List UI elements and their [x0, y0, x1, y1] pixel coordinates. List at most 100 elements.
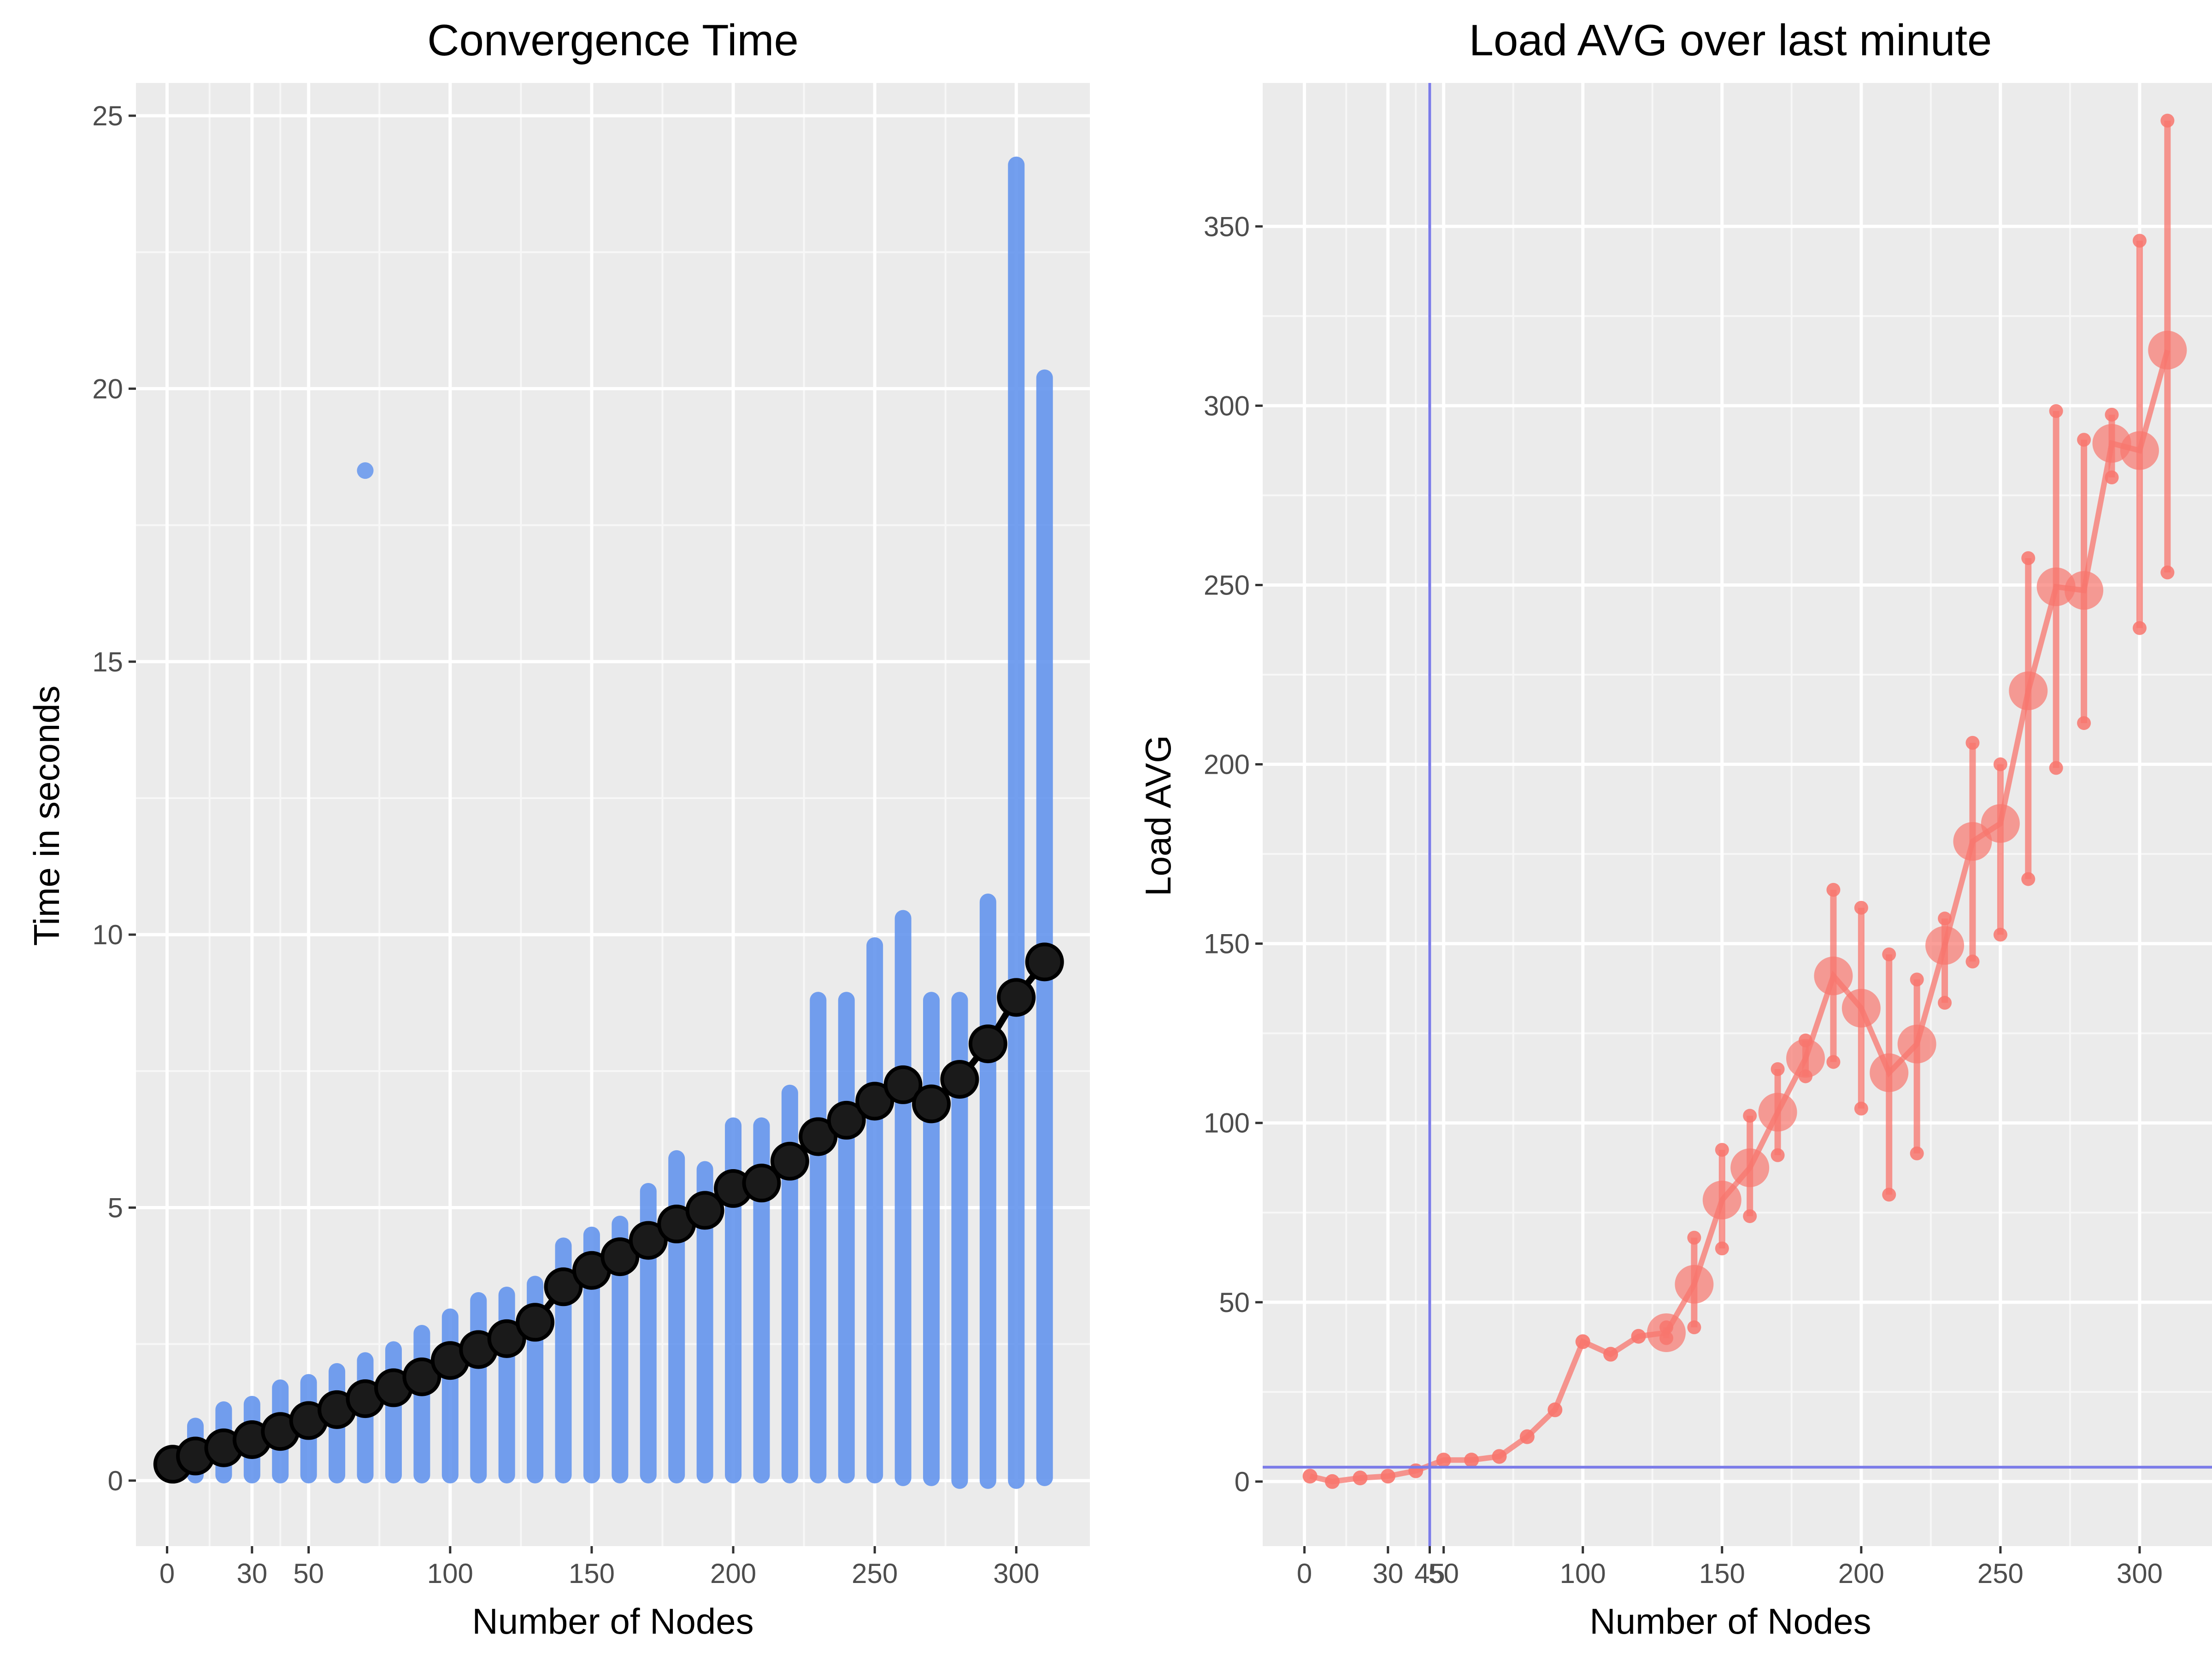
mean-point: [487, 1319, 526, 1358]
x-tick-label: 30: [236, 1558, 267, 1589]
load-point: [1786, 1039, 1825, 1078]
mean-point: [544, 1267, 583, 1306]
mean-point: [685, 1191, 724, 1230]
min-point: [2077, 716, 2091, 730]
mean-point: [855, 1082, 894, 1121]
x-tick-label: 200: [710, 1558, 756, 1589]
max-point: [2132, 234, 2147, 248]
load-point: [1925, 926, 1965, 965]
x-tick-label: 0: [1297, 1558, 1312, 1589]
x-tick-label: 200: [1838, 1558, 1884, 1589]
load-point: [1519, 1429, 1535, 1444]
y-tick-label: 350: [1204, 211, 1250, 242]
max-point: [2021, 551, 2036, 565]
y-tick-label: 25: [92, 100, 123, 131]
y-tick-label: 5: [108, 1192, 123, 1223]
x-tick-label: 0: [159, 1558, 175, 1589]
max-point: [1854, 900, 1868, 915]
mean-point: [516, 1303, 555, 1342]
chart-title-left: Convergence Time: [427, 16, 799, 65]
x-tick-label: 250: [1977, 1558, 2024, 1589]
load-point: [1897, 1024, 1936, 1064]
max-point: [1771, 1062, 1785, 1077]
x-tick-label: 300: [2117, 1558, 2163, 1589]
load-point: [1814, 956, 1853, 995]
min-point: [1993, 928, 2007, 942]
min-point: [1715, 1241, 1729, 1256]
max-point: [1826, 882, 1841, 897]
max-point: [1882, 947, 1896, 961]
ticks-left: 0 30 50 100 150 200 250 300 0 5 10 15 20 25: [92, 100, 1039, 1589]
x-tick-label: 150: [1699, 1558, 1745, 1589]
y-tick-label: 50: [1219, 1287, 1250, 1318]
load-point: [1631, 1329, 1646, 1344]
min-point: [1687, 1320, 1701, 1335]
min-point: [1826, 1055, 1841, 1069]
x-tick-label: 50: [293, 1558, 324, 1589]
min-point: [2132, 621, 2147, 635]
y-tick-label: 0: [108, 1465, 123, 1496]
min-point: [1854, 1101, 1868, 1116]
y-tick-label: 0: [1235, 1466, 1250, 1497]
load-point: [1953, 822, 1992, 861]
max-point: [1715, 1143, 1729, 1157]
max-point: [2049, 404, 2063, 418]
y-axis-label-left: Time in seconds: [26, 685, 67, 946]
mean-point: [629, 1221, 668, 1260]
load-point: [2120, 431, 2159, 470]
load-point: [1675, 1265, 1714, 1304]
min-point: [1910, 1146, 1924, 1160]
y-tick-label: 15: [92, 647, 123, 677]
load-point: [1380, 1469, 1395, 1484]
y-tick-label: 20: [92, 373, 123, 404]
mean-point: [912, 1084, 951, 1124]
mean-point: [600, 1237, 640, 1277]
min-point: [2160, 565, 2175, 580]
load-point: [1464, 1453, 1479, 1468]
load-point: [1647, 1313, 1686, 1352]
mean-point: [1025, 942, 1064, 982]
y-tick-label: 100: [1204, 1108, 1250, 1139]
x-tick-label: 250: [852, 1558, 898, 1589]
max-point: [1743, 1109, 1757, 1123]
mean-point: [402, 1357, 441, 1396]
load-point: [1547, 1402, 1563, 1418]
load-point: [1758, 1093, 1797, 1132]
max-point: [2077, 433, 2091, 447]
load-point: [1408, 1463, 1424, 1478]
mean-point: [827, 1100, 866, 1140]
x-tick-label: 300: [993, 1558, 1039, 1589]
load-point: [1603, 1347, 1618, 1362]
mean-point: [940, 1060, 979, 1099]
y-tick-label: 300: [1204, 390, 1250, 421]
min-point: [1938, 996, 1952, 1010]
load-point: [2148, 330, 2187, 370]
min-point: [2049, 761, 2063, 775]
load-point: [2009, 671, 2048, 711]
load-point: [1353, 1471, 1368, 1486]
convergence-time-panel: 0 30 50 100 150 200 250 300 0 5 10 15 20 25 Convergen…: [26, 16, 1090, 1641]
x-tick-label: 50: [1428, 1558, 1459, 1589]
load-point: [1702, 1181, 1741, 1220]
y-tick-label: 200: [1204, 749, 1250, 780]
y-tick-label: 250: [1204, 570, 1250, 600]
max-point: [2160, 113, 2175, 128]
min-point: [1743, 1209, 1757, 1224]
x-tick-label: 150: [569, 1558, 615, 1589]
mean-point: [997, 978, 1036, 1017]
load-point: [1575, 1334, 1590, 1349]
mean-point: [883, 1065, 923, 1104]
x-axis-label-right: Number of Nodes: [1589, 1601, 1871, 1641]
data-left: [153, 156, 1064, 1489]
outlier-point: [357, 462, 374, 479]
data-right: [1263, 83, 2212, 1546]
y-tick-label: 10: [92, 919, 123, 950]
load-point: [1870, 1053, 1909, 1092]
max-point: [2105, 407, 2119, 422]
load-point: [1325, 1474, 1340, 1489]
x-axis-label-left: Number of Nodes: [472, 1601, 753, 1641]
min-point: [1771, 1148, 1785, 1162]
